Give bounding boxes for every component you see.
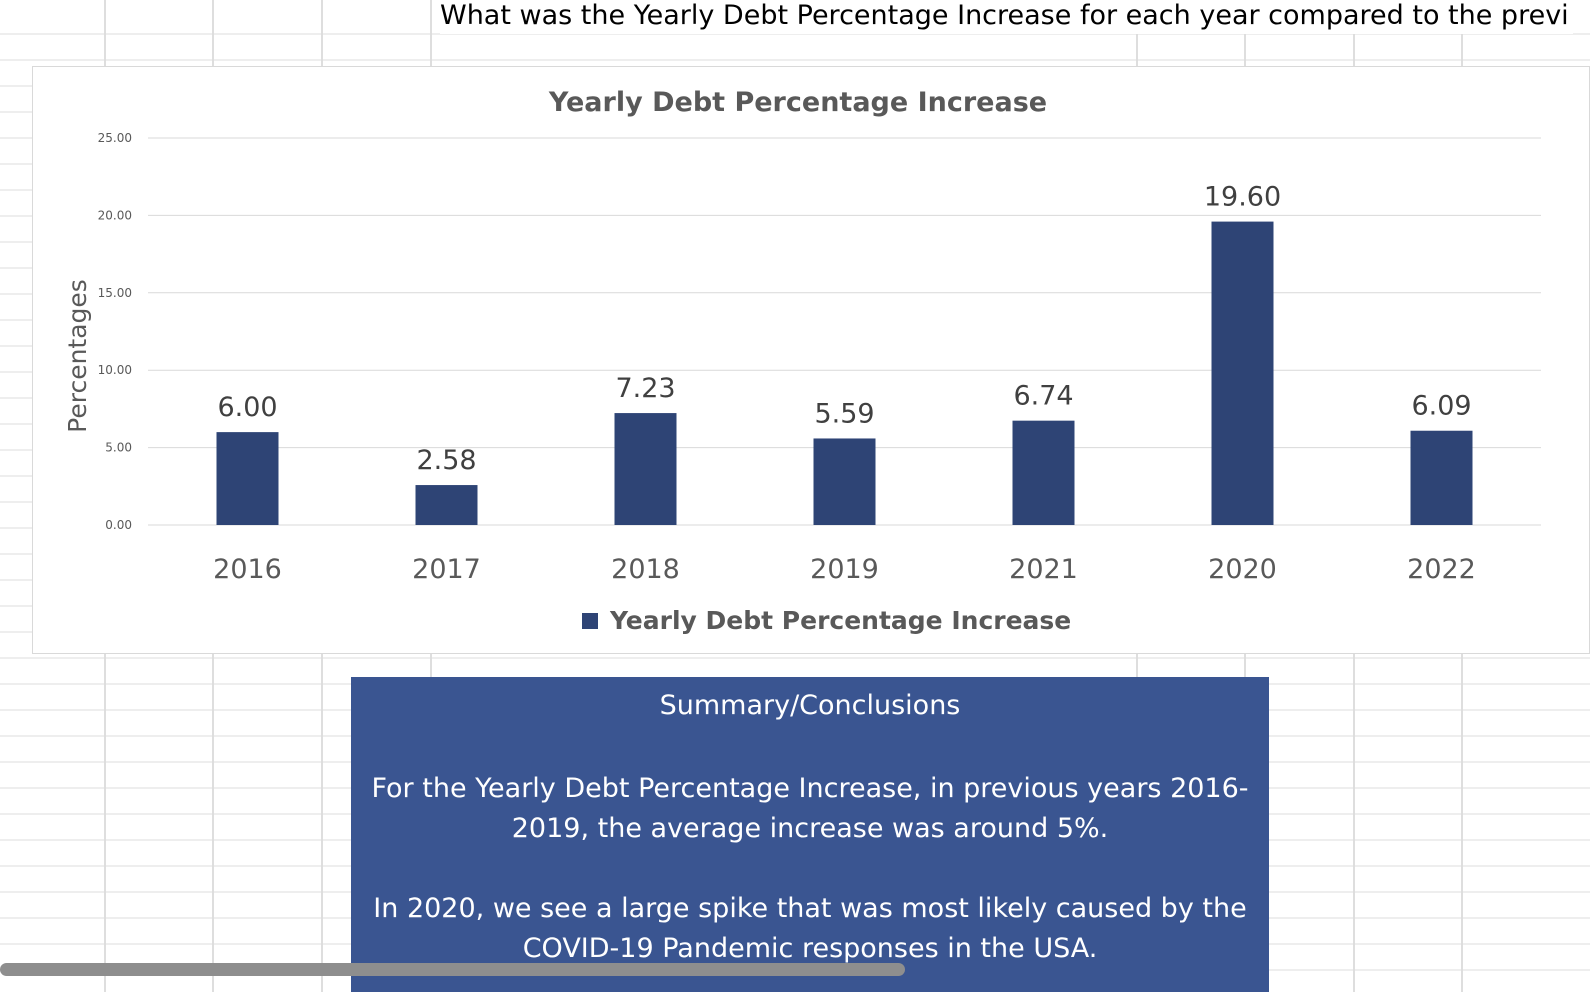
legend-label: Yearly Debt Percentage Increase	[609, 606, 1071, 635]
x-tick-label: 2022	[1407, 554, 1476, 585]
bar	[813, 438, 876, 525]
bar-chart: Yearly Debt Percentage Increase 0.00 5.00 1…	[63, 87, 1541, 635]
summary-paragraph-1: For the Yearly Debt Percentage Increase,…	[371, 773, 1249, 844]
bar	[614, 413, 677, 525]
legend-swatch	[582, 613, 598, 629]
x-tick-label: 2016	[213, 554, 282, 585]
x-tick-label: 2017	[412, 554, 481, 585]
bar	[1410, 430, 1473, 525]
y-tick-label: 15.00	[98, 286, 132, 300]
data-label: 6.09	[1411, 391, 1471, 422]
bar	[1012, 420, 1075, 525]
y-tick-label: 25.00	[98, 131, 132, 145]
y-tick-label: 20.00	[98, 208, 132, 222]
data-label: 2.58	[416, 445, 476, 476]
x-tick-label: 2018	[611, 554, 680, 585]
chart-title: Yearly Debt Percentage Increase	[548, 87, 1047, 118]
data-label: 19.60	[1204, 182, 1281, 213]
bar	[1211, 221, 1274, 526]
x-tick-label: 2020	[1208, 554, 1277, 585]
summary-title: Summary/Conclusions	[659, 690, 961, 721]
y-tick-label: 5.00	[105, 441, 132, 455]
question-cell[interactable]: What was the Yearly Debt Percentage Incr…	[440, 0, 1573, 34]
bar	[216, 432, 279, 525]
bar	[415, 485, 478, 525]
summary-textbox[interactable]: Summary/Conclusions For the Yearly Debt …	[351, 677, 1269, 992]
horizontal-scrollbar[interactable]	[0, 963, 905, 976]
x-tick-label: 2019	[810, 554, 879, 585]
summary-paragraph-2: In 2020, we see a large spike that was m…	[373, 893, 1247, 964]
y-axis-label: Percentages	[63, 279, 92, 433]
x-tick-label: 2021	[1009, 554, 1078, 585]
data-label: 5.59	[814, 398, 874, 429]
data-label: 6.00	[217, 392, 277, 423]
y-tick-label: 0.00	[105, 518, 132, 532]
data-label: 7.23	[615, 373, 675, 404]
y-tick-label: 10.00	[98, 363, 132, 377]
data-label: 6.74	[1013, 381, 1073, 412]
chart-area[interactable]: Yearly Debt Percentage Increase 0.00 5.00 1…	[32, 66, 1590, 654]
